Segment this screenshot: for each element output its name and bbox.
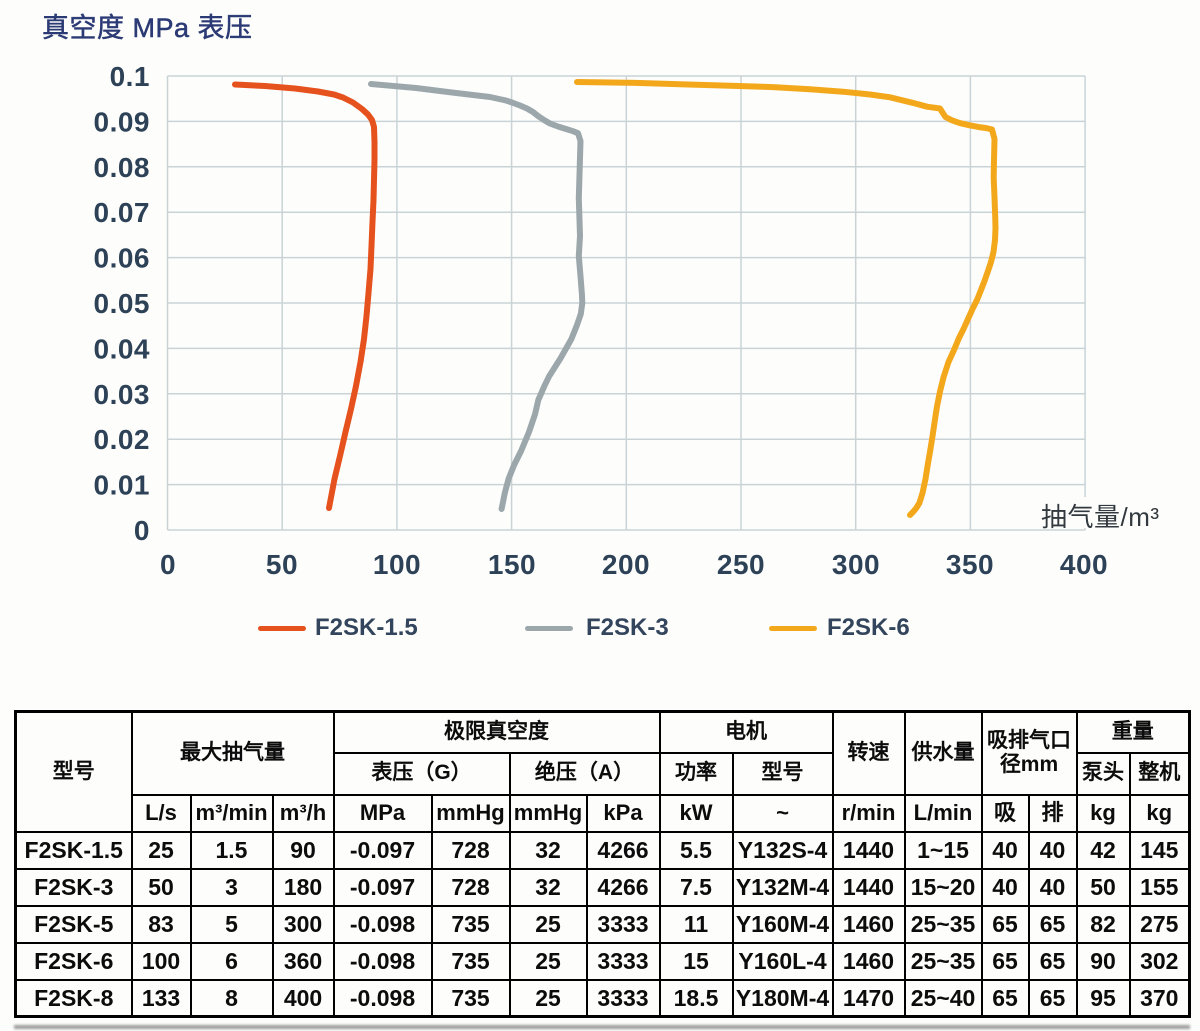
svg-text:50: 50 — [266, 549, 298, 580]
svg-text:300: 300 — [832, 549, 880, 580]
svg-text:350: 350 — [946, 549, 994, 580]
svg-text:0.04: 0.04 — [94, 333, 151, 364]
svg-text:100: 100 — [373, 549, 421, 580]
svg-text:400: 400 — [1060, 549, 1108, 580]
svg-text:250: 250 — [717, 549, 765, 580]
svg-text:200: 200 — [602, 549, 650, 580]
svg-text:0.09: 0.09 — [94, 106, 151, 137]
svg-text:0.07: 0.07 — [94, 197, 151, 228]
svg-text:0.1: 0.1 — [110, 61, 150, 92]
svg-text:0.03: 0.03 — [94, 379, 151, 410]
svg-text:150: 150 — [488, 549, 536, 580]
svg-text:0.05: 0.05 — [94, 288, 151, 319]
svg-text:0.08: 0.08 — [94, 152, 151, 183]
svg-text:0: 0 — [134, 515, 150, 546]
svg-text:0: 0 — [160, 549, 176, 580]
svg-text:0.06: 0.06 — [94, 243, 151, 274]
svg-text:0.02: 0.02 — [94, 424, 151, 455]
svg-text:0.01: 0.01 — [94, 470, 151, 501]
